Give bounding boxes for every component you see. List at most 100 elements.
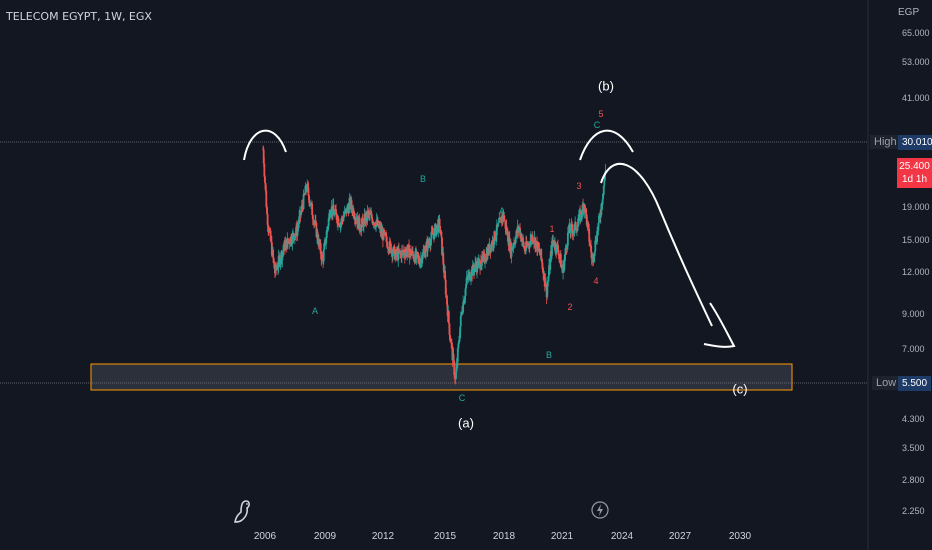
candle-body — [454, 378, 457, 380]
drawn-arc-left[interactable] — [243, 129, 287, 161]
candle-body — [279, 260, 282, 265]
price-tick: 3.500 — [902, 443, 925, 453]
candle-body — [522, 237, 524, 242]
candle-body — [390, 243, 392, 253]
candle-body — [520, 233, 523, 241]
candle-body — [353, 215, 355, 218]
candle-body — [499, 218, 501, 220]
price-tick: 7.000 — [902, 344, 925, 354]
candle-body — [343, 215, 345, 218]
drawn-projection-stroke[interactable] — [703, 302, 736, 348]
currency-label: EGP — [898, 7, 920, 18]
candle-body — [367, 211, 370, 218]
price-tick: 65.000 — [902, 28, 930, 38]
candle-body — [267, 224, 270, 229]
candle-body — [538, 248, 541, 253]
candle-body — [266, 207, 268, 214]
candle-body — [502, 211, 505, 220]
candle-body — [384, 233, 387, 236]
candle-body — [576, 230, 578, 232]
wave-label: A — [498, 206, 506, 216]
wave-label: 3 — [576, 181, 582, 191]
candle-body — [480, 265, 483, 269]
candle-body — [520, 239, 523, 241]
time-tick: 2021 — [550, 531, 574, 542]
candle-body — [444, 270, 447, 280]
candle-body — [483, 254, 486, 263]
price-tick: 4.300 — [902, 414, 925, 424]
candle-body — [411, 250, 414, 255]
candle-body — [337, 218, 340, 226]
candle-body — [346, 206, 349, 209]
candle-body — [577, 214, 580, 222]
wave-label: B — [545, 350, 553, 360]
candle-body — [277, 256, 280, 267]
candle-body — [486, 248, 489, 260]
candle-body — [468, 272, 471, 281]
candle-body — [442, 264, 445, 273]
candle-body — [382, 230, 385, 241]
candle-body — [388, 241, 391, 251]
candle-body — [373, 222, 376, 226]
candle-body — [305, 185, 307, 191]
candle-body — [370, 214, 373, 219]
candle-body — [532, 241, 535, 242]
candle-body — [525, 241, 528, 246]
candle-body — [546, 286, 549, 298]
candle-body — [453, 374, 456, 379]
candle-body — [456, 348, 459, 362]
candle-body — [584, 204, 586, 213]
time-tick: 2027 — [668, 531, 692, 542]
candle-body — [540, 258, 543, 263]
candle-body — [581, 204, 584, 215]
drawn-projection-curve[interactable] — [600, 162, 713, 327]
candle-body — [287, 238, 289, 242]
candle-body — [534, 242, 537, 249]
candle-body — [579, 210, 582, 221]
candle-body — [557, 250, 560, 256]
candle-body — [300, 210, 302, 216]
candle-body — [495, 235, 498, 239]
candle-body — [274, 264, 277, 274]
candle-body — [479, 260, 482, 270]
candle-body — [408, 252, 411, 258]
candle-body — [323, 243, 326, 250]
candle-body — [314, 220, 317, 223]
drawn-arc-top[interactable] — [579, 129, 634, 161]
candle-body — [461, 312, 464, 314]
price-tick: 41.000 — [902, 93, 930, 103]
price-tick: 2.250 — [902, 506, 925, 516]
candle-body — [549, 258, 552, 270]
candle-body — [484, 262, 486, 263]
candle-body — [471, 264, 474, 276]
candle-body — [505, 225, 508, 233]
candle-body — [452, 354, 455, 361]
candle-body — [596, 230, 599, 232]
candle-body — [399, 250, 401, 253]
candle-body — [503, 219, 506, 221]
candle-body — [484, 260, 487, 263]
candle-body — [582, 204, 584, 206]
candle-body — [557, 245, 559, 251]
candle-body — [446, 295, 448, 305]
candle-body — [547, 275, 550, 282]
candle-body — [354, 218, 357, 220]
lightning-icon[interactable] — [591, 500, 609, 520]
candle-body — [293, 236, 296, 240]
candle-body — [350, 199, 353, 208]
candle-body — [448, 323, 451, 335]
candle-body — [397, 249, 400, 260]
support-zone[interactable] — [90, 363, 793, 391]
candle-body — [542, 269, 544, 273]
candle-body — [402, 250, 404, 253]
candle-body — [262, 149, 265, 164]
candle-body — [444, 279, 447, 295]
candle-body — [404, 252, 407, 257]
tradingview-logo-icon[interactable] — [232, 498, 254, 524]
candle-body — [360, 224, 363, 232]
candle-body — [418, 257, 420, 263]
candle-body — [596, 230, 599, 243]
candle-body — [387, 248, 390, 251]
candle-body — [569, 224, 572, 234]
